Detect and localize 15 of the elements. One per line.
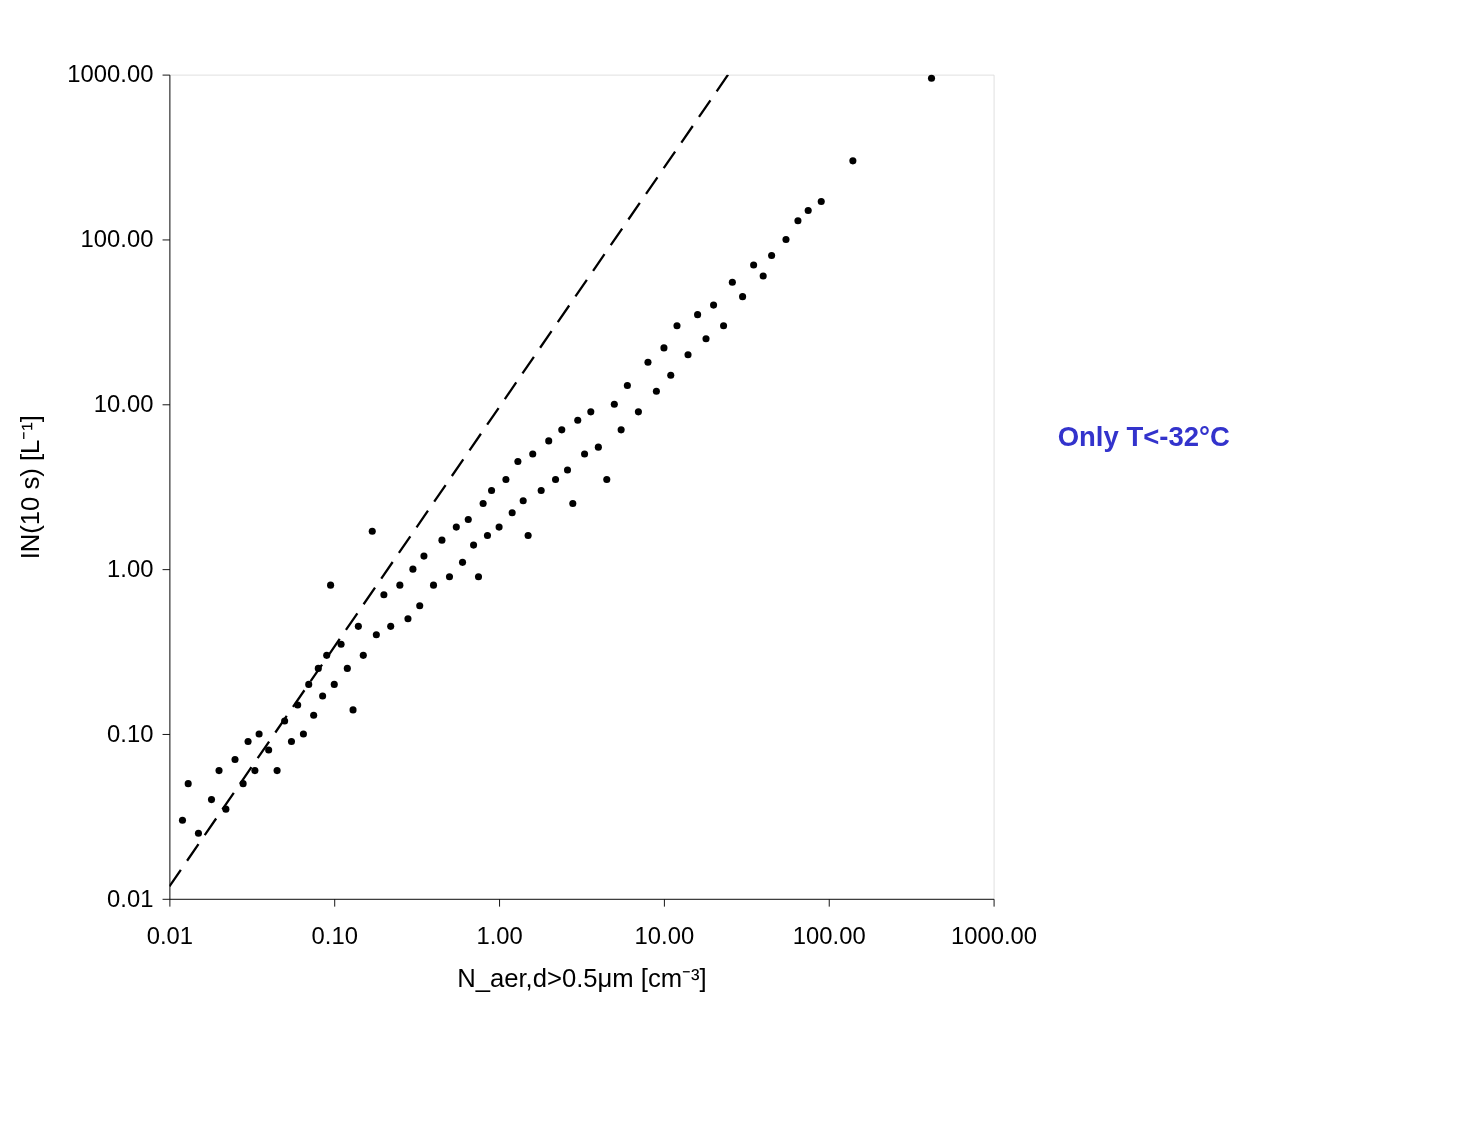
x-tick-label: 0.01 — [146, 922, 194, 950]
y-tick-label: 1.00 — [107, 554, 154, 582]
x-tick-label: 10.00 — [634, 922, 695, 950]
x-tick-label: 1.00 — [476, 922, 523, 950]
y-tick-label: 100.00 — [80, 225, 154, 253]
y-axis-title: IN(10 s) [L⁻¹] — [15, 415, 44, 560]
x-tick-label: 1000.00 — [951, 922, 1038, 950]
y-tick-label: 10.00 — [93, 390, 154, 418]
x-tick-label: 100.00 — [792, 922, 866, 950]
y-tick-label: 1000.00 — [67, 60, 154, 88]
text: Only T<-32°C — [1057, 420, 1230, 452]
x-axis-title: N_aer,d>0.5μm [cm⁻³] — [457, 964, 707, 993]
y-tick-label: 0.10 — [107, 719, 154, 747]
y-tick-label: 0.01 — [107, 884, 154, 912]
x-tick-label: 0.10 — [311, 922, 358, 950]
